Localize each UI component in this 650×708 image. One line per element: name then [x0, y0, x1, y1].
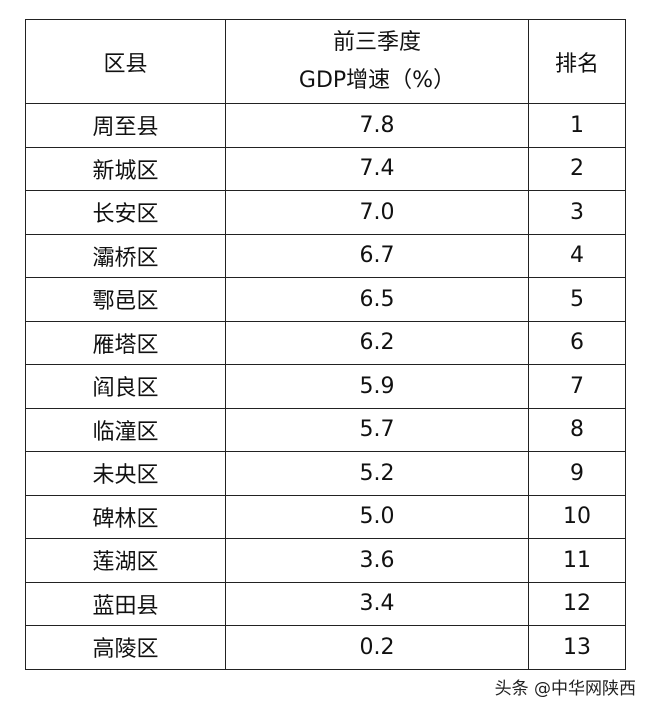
cell-district: 莲湖区 — [25, 538, 226, 583]
gdp-growth-table: 区县 前三季度 GDP增速（%） 排名 周至县 7.8 1 新城区 7.4 2 … — [25, 19, 626, 670]
table-row: 周至县 7.8 1 — [25, 103, 626, 148]
cell-district: 新城区 — [25, 146, 226, 191]
table-row: 未央区 5.2 9 — [25, 451, 626, 496]
table-row: 高陵区 0.2 13 — [25, 625, 626, 670]
source-watermark: 头条 @中华网陕西 — [494, 679, 636, 699]
table-row: 莲湖区 3.6 11 — [25, 538, 626, 583]
table-header: 区县 前三季度 GDP增速（%） 排名 — [25, 19, 626, 104]
cell-rank: 10 — [528, 494, 626, 539]
cell-growth: 3.4 — [225, 581, 529, 626]
cell-growth: 7.8 — [225, 103, 529, 148]
cell-rank: 2 — [528, 146, 626, 191]
header-district: 区县 — [25, 19, 226, 104]
header-growth-line1: 前三季度 — [332, 29, 421, 55]
cell-growth: 3.6 — [225, 538, 529, 583]
cell-rank: 1 — [528, 103, 626, 148]
cell-growth: 5.9 — [225, 364, 529, 409]
cell-growth: 5.2 — [225, 451, 529, 496]
cell-rank: 12 — [528, 581, 626, 626]
header-row: 区县 前三季度 GDP增速（%） 排名 — [25, 19, 626, 104]
table-row: 碑林区 5.0 10 — [25, 494, 626, 539]
table-row: 长安区 7.0 3 — [25, 190, 626, 235]
cell-rank: 7 — [528, 364, 626, 409]
cell-rank: 8 — [528, 407, 626, 452]
cell-rank: 4 — [528, 233, 626, 278]
cell-rank: 11 — [528, 538, 626, 583]
cell-growth: 6.2 — [225, 320, 529, 365]
table-row: 蓝田县 3.4 12 — [25, 581, 626, 626]
cell-rank: 13 — [528, 625, 626, 670]
table-body: 周至县 7.8 1 新城区 7.4 2 长安区 7.0 3 灞桥区 6.7 4 … — [25, 103, 626, 670]
cell-rank: 3 — [528, 190, 626, 235]
cell-district: 碑林区 — [25, 494, 226, 539]
cell-growth: 6.7 — [225, 233, 529, 278]
cell-district: 鄠邑区 — [25, 277, 226, 322]
cell-district: 临潼区 — [25, 407, 226, 452]
cell-rank: 6 — [528, 320, 626, 365]
table-row: 灞桥区 6.7 4 — [25, 233, 626, 278]
table-row: 鄠邑区 6.5 5 — [25, 277, 626, 322]
table-row: 阎良区 5.9 7 — [25, 364, 626, 409]
cell-district: 蓝田县 — [25, 581, 226, 626]
cell-district: 雁塔区 — [25, 320, 226, 365]
cell-district: 灞桥区 — [25, 233, 226, 278]
cell-growth: 5.7 — [225, 407, 529, 452]
header-growth-line2: GDP增速（%） — [298, 67, 456, 93]
cell-district: 高陵区 — [25, 625, 226, 670]
table-row: 新城区 7.4 2 — [25, 146, 626, 191]
cell-district: 阎良区 — [25, 364, 226, 409]
header-rank: 排名 — [528, 19, 626, 104]
cell-growth: 7.4 — [225, 146, 529, 191]
cell-growth: 5.0 — [225, 494, 529, 539]
cell-growth: 0.2 — [225, 625, 529, 670]
header-growth: 前三季度 GDP增速（%） — [225, 19, 529, 104]
cell-rank: 5 — [528, 277, 626, 322]
table-row: 雁塔区 6.2 6 — [25, 320, 626, 365]
cell-growth: 6.5 — [225, 277, 529, 322]
cell-growth: 7.0 — [225, 190, 529, 235]
cell-district: 周至县 — [25, 103, 226, 148]
cell-district: 未央区 — [25, 451, 226, 496]
cell-district: 长安区 — [25, 190, 226, 235]
cell-rank: 9 — [528, 451, 626, 496]
table-row: 临潼区 5.7 8 — [25, 407, 626, 452]
